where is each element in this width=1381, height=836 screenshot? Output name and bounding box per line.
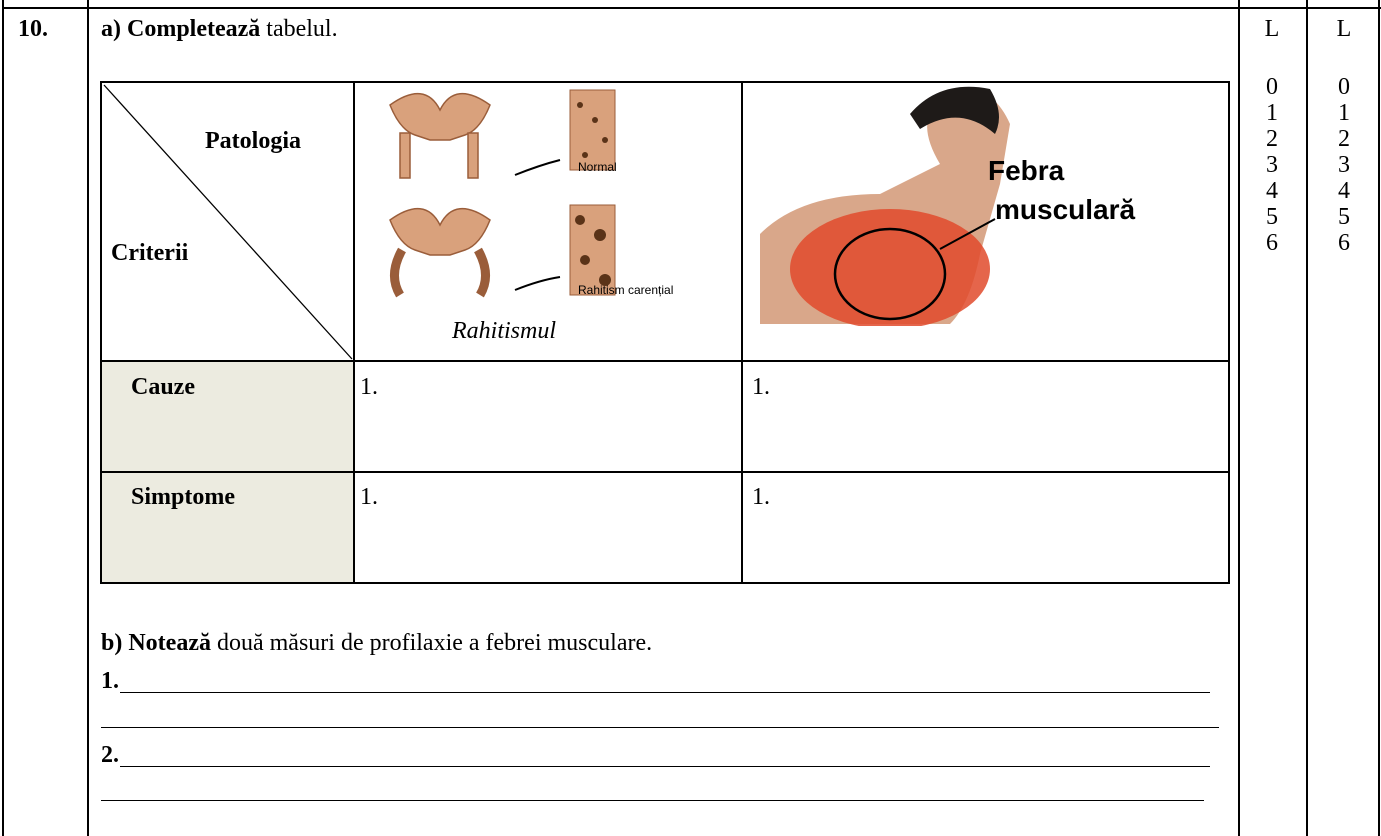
answer-line <box>101 800 1204 801</box>
score-text: 2 <box>1338 126 1350 152</box>
score-text: 2 <box>1266 126 1278 152</box>
cell-text: 1. <box>360 374 378 400</box>
score-text: 1 <box>1266 100 1278 126</box>
cell-text: 1. <box>360 484 378 510</box>
score-text: L <box>1336 16 1352 42</box>
row-label: Cauze <box>131 374 195 400</box>
disease-name: Rahitismul <box>452 318 557 344</box>
disease-name-line: musculară <box>995 194 1136 225</box>
answer-line <box>101 727 1219 728</box>
muscle-illustration <box>760 86 1010 326</box>
border <box>87 0 89 836</box>
table-border <box>741 81 743 584</box>
score-text: 5 <box>1338 204 1350 230</box>
answer-line <box>120 692 1210 693</box>
instruction-text: tabelul. <box>266 16 338 42</box>
score-text: 5 <box>1266 204 1278 230</box>
item-number: 10. <box>18 16 48 42</box>
border <box>1238 0 1240 836</box>
instruction-label: a) Completează <box>101 16 261 42</box>
border <box>1306 0 1308 836</box>
table-border <box>100 582 1230 584</box>
table-border <box>100 360 1230 362</box>
caption-normal: Normal <box>578 160 617 174</box>
rickets-illustration <box>389 89 616 298</box>
score-text: 4 <box>1266 178 1278 204</box>
score-text: 0 <box>1338 74 1350 100</box>
corner-top: Patologia <box>205 128 301 154</box>
diagonal <box>103 84 353 360</box>
caption-rickets: Rahitism carențial <box>578 283 674 297</box>
score-text: 4 <box>1338 178 1350 204</box>
table-border <box>100 81 102 584</box>
score-text: 1 <box>1338 100 1350 126</box>
instruction-label: b) Notează <box>101 630 211 656</box>
border <box>2 7 1381 9</box>
disease-name-line: Febra <box>988 155 1065 186</box>
cell-text: 1. <box>752 374 770 400</box>
row-label: Simptome <box>131 484 235 510</box>
score-text: 6 <box>1266 230 1278 256</box>
score-text: 6 <box>1338 230 1350 256</box>
score-text: 3 <box>1266 152 1278 178</box>
table-border <box>100 471 1230 473</box>
answer-number: 2. <box>101 742 119 768</box>
table-border <box>100 81 1230 83</box>
answer-number: 1. <box>101 668 119 694</box>
table-border <box>1228 81 1230 584</box>
instruction-text: două măsuri de profilaxie a febrei muscu… <box>216 630 653 656</box>
corner-bottom: Criterii <box>111 240 189 266</box>
answer-line <box>120 766 1210 767</box>
score-text: 0 <box>1266 74 1278 100</box>
table-border <box>353 81 355 584</box>
instruction: a) Completează tabelul. <box>101 16 338 43</box>
instruction: b) Notează două măsuri de profilaxie a f… <box>101 630 652 657</box>
border <box>1378 0 1380 836</box>
cell-text: 1. <box>752 484 770 510</box>
border <box>2 0 4 836</box>
score-text: 3 <box>1338 152 1350 178</box>
score-text: L <box>1264 16 1280 42</box>
